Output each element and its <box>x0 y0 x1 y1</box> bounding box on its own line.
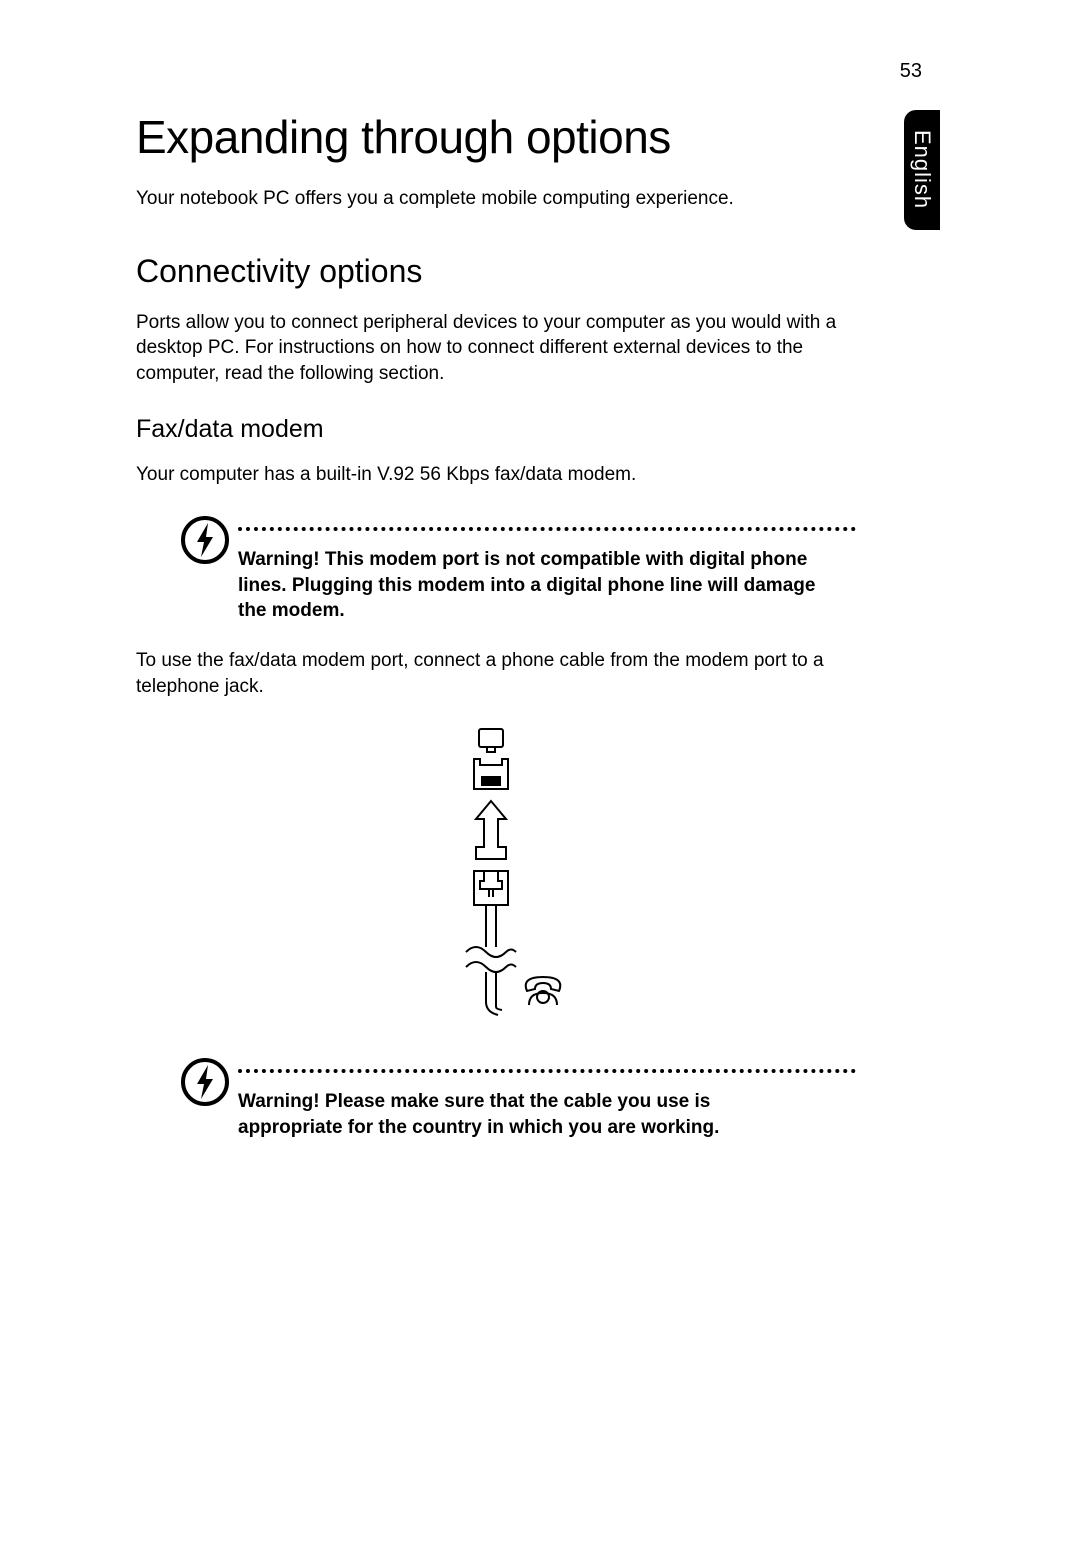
language-tab: English <box>904 110 940 230</box>
modem-intro-paragraph: Your computer has a built-in V.92 56 Kbp… <box>136 462 856 488</box>
page-title: Expanding through options <box>136 110 856 164</box>
page-content: Expanding through options Your notebook … <box>136 110 856 1165</box>
language-label: English <box>909 130 935 209</box>
subsection-heading-modem: Fax/data modem <box>136 415 856 444</box>
lightning-warning-icon <box>180 1057 230 1107</box>
warning-content-1: Warning! This modem port is not compatib… <box>238 515 856 624</box>
page-number: 53 <box>900 60 922 83</box>
dotted-divider <box>238 1069 856 1073</box>
lightning-warning-icon <box>180 515 230 565</box>
dotted-divider <box>238 527 856 531</box>
warning-block-2: Warning! Please make sure that the cable… <box>180 1057 856 1140</box>
section-heading-connectivity: Connectivity options <box>136 253 856 290</box>
warning-content-2: Warning! Please make sure that the cable… <box>238 1057 856 1140</box>
modem-connection-diagram <box>136 727 856 1027</box>
warning-text-2: Warning! Please make sure that the cable… <box>238 1089 856 1140</box>
connectivity-paragraph: Ports allow you to connect peripheral de… <box>136 310 856 387</box>
intro-text: Your notebook PC offers you a complete m… <box>136 186 856 213</box>
warning-text-1: Warning! This modem port is not compatib… <box>238 547 856 624</box>
modem-usage-paragraph: To use the fax/data modem port, connect … <box>136 648 856 699</box>
warning-block-1: Warning! This modem port is not compatib… <box>180 515 856 624</box>
